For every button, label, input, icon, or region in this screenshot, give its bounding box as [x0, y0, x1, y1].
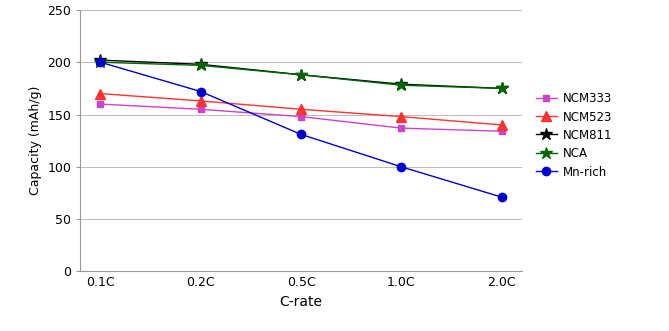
Mn-rich: [197, 89, 205, 93]
Mn-rich: [297, 132, 305, 136]
NCA: [498, 86, 506, 90]
NCM811: [397, 82, 405, 86]
Legend: NCM333, NCM523, NCM811, NCA, Mn-rich: NCM333, NCM523, NCM811, NCA, Mn-rich: [532, 89, 616, 182]
NCM811: [498, 86, 506, 90]
NCA: [197, 63, 205, 67]
NCM811: [297, 73, 305, 77]
NCM811: [197, 62, 205, 66]
NCM523: [297, 107, 305, 111]
Mn-rich: [498, 195, 506, 199]
NCM523: [498, 123, 506, 127]
Line: NCM333: NCM333: [97, 101, 505, 135]
Line: NCM811: NCM811: [94, 54, 508, 95]
X-axis label: C-rate: C-rate: [280, 295, 322, 309]
Line: NCA: NCA: [94, 56, 508, 95]
Mn-rich: [96, 60, 104, 64]
Line: Mn-rich: Mn-rich: [96, 58, 506, 201]
NCA: [397, 83, 405, 87]
NCM523: [96, 92, 104, 96]
NCM333: [197, 107, 205, 111]
NCM333: [397, 126, 405, 130]
Y-axis label: Capacity (mAh/g): Capacity (mAh/g): [29, 86, 42, 195]
Mn-rich: [397, 165, 405, 169]
NCM333: [297, 115, 305, 118]
NCM811: [96, 58, 104, 62]
NCM523: [197, 99, 205, 103]
NCM523: [397, 115, 405, 118]
NCM333: [96, 102, 104, 106]
NCA: [96, 60, 104, 64]
Line: NCM523: NCM523: [96, 89, 506, 130]
NCA: [297, 73, 305, 77]
NCM333: [498, 129, 506, 133]
